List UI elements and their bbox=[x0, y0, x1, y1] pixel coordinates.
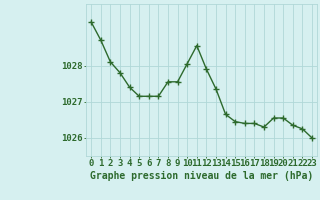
X-axis label: Graphe pression niveau de la mer (hPa): Graphe pression niveau de la mer (hPa) bbox=[90, 171, 313, 181]
